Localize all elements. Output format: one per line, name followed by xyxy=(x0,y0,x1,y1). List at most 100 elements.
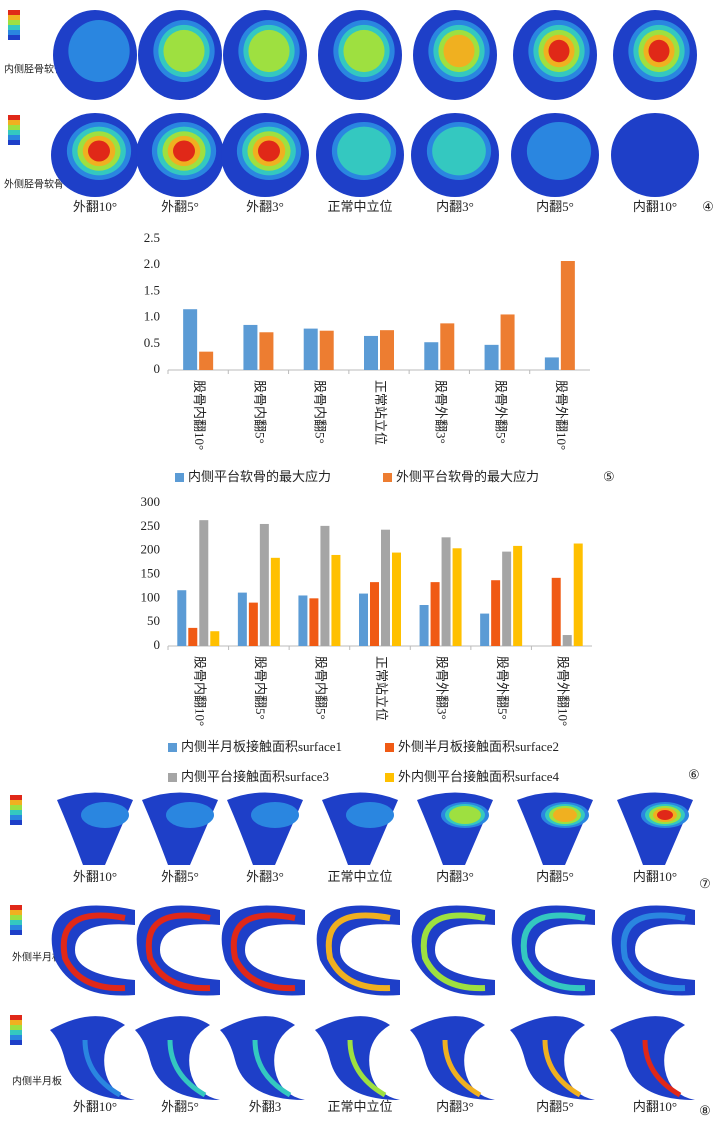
x-tick-label: 股骨外翻5° xyxy=(494,380,509,444)
contour-band xyxy=(449,806,481,824)
row-label: 内侧半月板 xyxy=(12,1074,62,1087)
bar xyxy=(419,605,429,646)
contour-band xyxy=(347,1039,387,1098)
contour-band xyxy=(343,29,385,73)
contour-band xyxy=(81,802,129,828)
y-tick-label: 2.5 xyxy=(144,230,160,245)
y-tick-label: 150 xyxy=(141,565,161,580)
contour-band xyxy=(68,19,130,83)
legend-label: 外内侧平台接触面积surface4 xyxy=(398,769,560,784)
legend-label: 内侧平台软骨的最大应力 xyxy=(188,469,331,484)
column-label: 外翻10° xyxy=(73,869,117,884)
bar xyxy=(430,582,440,646)
column-label: 外翻3 xyxy=(249,1099,282,1114)
contour-band xyxy=(167,1039,207,1098)
bar xyxy=(298,595,308,646)
bar xyxy=(319,330,334,370)
legend-strip xyxy=(10,905,22,910)
row-label: 外侧半月板 xyxy=(12,950,62,963)
bar xyxy=(381,529,390,646)
legend-label: 外侧平台软骨的最大应力 xyxy=(396,469,539,484)
contour-band xyxy=(88,140,110,162)
legend-strip xyxy=(10,810,22,815)
legend-strip xyxy=(10,930,22,935)
bar xyxy=(177,590,187,646)
bar xyxy=(199,351,214,370)
legend-strip xyxy=(10,800,22,805)
panel-label: ⑧ xyxy=(699,1103,711,1118)
legend-strip xyxy=(10,1035,22,1040)
column-label: 正常中立位 xyxy=(327,869,392,884)
column-label: 正常中立位 xyxy=(327,1099,392,1114)
contour-band xyxy=(252,1039,292,1098)
legend-swatch xyxy=(168,743,177,752)
legend-strip xyxy=(10,910,22,915)
legend-label: 内侧半月板接触面积surface1 xyxy=(181,739,342,754)
bar xyxy=(573,543,583,646)
meniscus-shape xyxy=(135,1016,220,1100)
legend-strip xyxy=(8,15,20,20)
bar xyxy=(440,323,455,370)
contour-band xyxy=(60,912,126,992)
column-label: 外翻3° xyxy=(246,869,284,884)
bar xyxy=(359,593,368,646)
legend-label: 内侧平台接触面积surface3 xyxy=(181,769,329,784)
legend-swatch xyxy=(168,773,177,782)
row-label: 外侧胫骨软骨 xyxy=(4,177,64,190)
x-tick-label: 股骨内翻5° xyxy=(252,380,267,444)
column-label: 内翻3° xyxy=(436,1099,474,1114)
contour-band xyxy=(420,912,486,992)
bar xyxy=(270,557,280,646)
bar xyxy=(392,552,401,646)
contour-band xyxy=(442,1039,482,1098)
bar xyxy=(544,357,559,370)
legend-strip xyxy=(10,820,22,825)
column-label: 内翻10° xyxy=(633,199,677,214)
column-label: 内翻5° xyxy=(536,1099,574,1114)
y-tick-label: 1.0 xyxy=(144,309,160,324)
contour-band xyxy=(145,912,211,992)
legend-strip xyxy=(10,915,22,920)
panel-label: ⑥ xyxy=(688,767,700,782)
legend-strip xyxy=(8,125,20,130)
column-label: 外翻10° xyxy=(73,199,117,214)
y-tick-label: 2.0 xyxy=(144,256,160,271)
contour-band xyxy=(657,810,673,820)
legend-strip xyxy=(10,1025,22,1030)
row-label: 内侧胫骨软骨 xyxy=(4,62,64,75)
bar xyxy=(320,525,330,646)
panel-label: ⑦ xyxy=(699,876,711,891)
legend-strip xyxy=(8,10,20,15)
bar xyxy=(243,324,258,370)
x-tick-label: 股骨外翻10° xyxy=(556,656,571,726)
legend-strip xyxy=(8,130,20,135)
contour-band xyxy=(258,140,280,162)
legend-strip xyxy=(8,30,20,35)
legend-strip xyxy=(8,135,20,140)
bar xyxy=(491,580,501,646)
legend-strip xyxy=(10,1040,22,1045)
contour-band xyxy=(166,802,214,828)
contour-band xyxy=(542,1039,582,1098)
panel-label: ④ xyxy=(702,199,714,214)
column-label: 正常中立位 xyxy=(327,199,392,214)
meniscus-shape xyxy=(220,1016,305,1100)
bar xyxy=(364,335,378,370)
legend-swatch xyxy=(383,473,392,482)
bar xyxy=(551,577,561,646)
y-tick-label: 1.5 xyxy=(144,282,160,297)
meniscus-shape xyxy=(610,1016,695,1100)
bar xyxy=(237,592,247,646)
contour-band xyxy=(230,912,296,992)
contour-band xyxy=(620,912,686,992)
bar xyxy=(199,520,209,646)
legend-strip xyxy=(10,1030,22,1035)
column-label: 外翻3° xyxy=(246,199,284,214)
bar xyxy=(560,261,575,370)
x-tick-label: 股骨内翻5° xyxy=(313,656,328,720)
y-tick-label: 100 xyxy=(141,589,161,604)
legend-strip xyxy=(10,1015,22,1020)
x-tick-label: 正常站立位 xyxy=(373,380,388,445)
contour-base xyxy=(611,113,699,197)
